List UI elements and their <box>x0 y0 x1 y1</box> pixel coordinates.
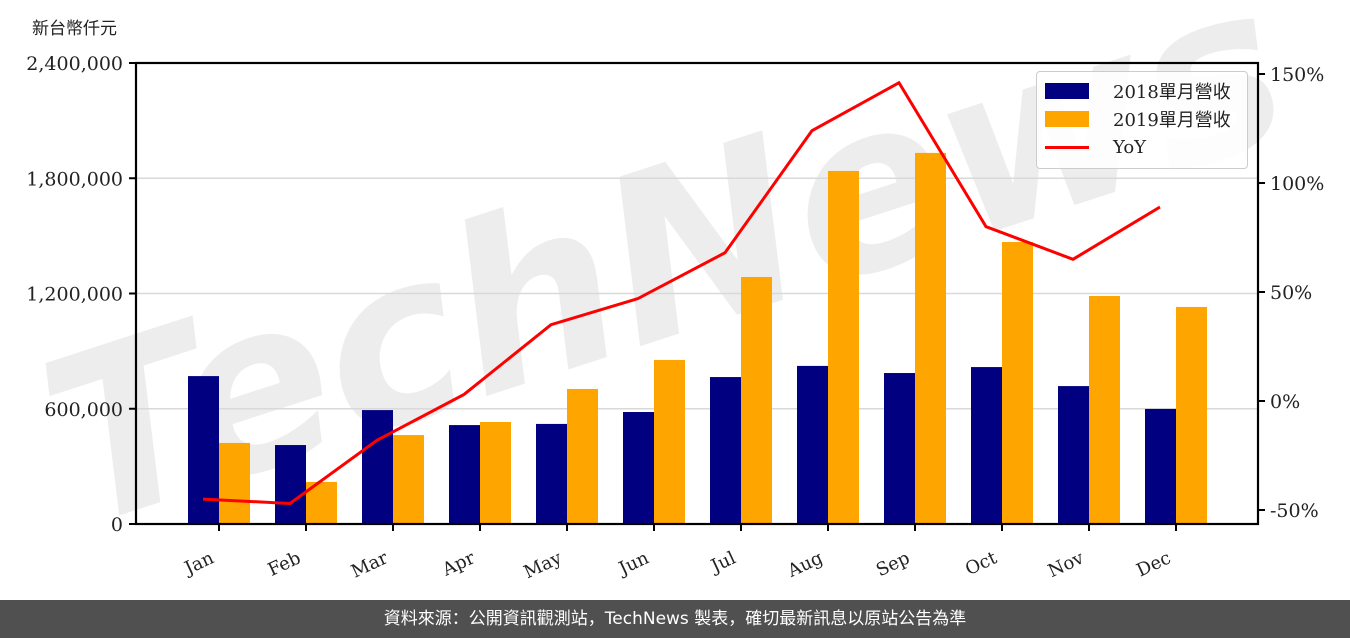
legend-label: 2019單月營收 <box>1113 110 1231 131</box>
x-tick-label: Feb <box>265 547 304 580</box>
chart-legend: 2018單月營收 2019單月營收 YoY <box>1036 71 1248 169</box>
bar-2019 <box>480 422 511 524</box>
x-tick-label: Nov <box>1045 547 1088 582</box>
x-tick-label: Apr <box>438 547 478 581</box>
y2-tick-label: -50% <box>1270 500 1319 522</box>
y-tick-label: 600,000 <box>44 399 123 421</box>
legend-item-2019: 2019單月營收 <box>1045 106 1231 132</box>
legend-item-2018: 2018單月營收 <box>1045 78 1231 104</box>
legend-label: YoY <box>1113 136 1147 158</box>
bar-2018 <box>1145 408 1176 524</box>
bar-2019 <box>393 435 424 524</box>
bar-2018 <box>1058 386 1089 524</box>
legend-item-yoy: YoY <box>1045 134 1146 160</box>
x-tick-label: Sep <box>873 547 913 581</box>
x-tick-label: Jul <box>706 547 739 577</box>
y-tick-label: 0 <box>111 514 123 536</box>
y2-tick-label: 50% <box>1270 282 1312 304</box>
bar-2018 <box>188 376 219 524</box>
x-tick-label: Aug <box>784 547 827 582</box>
yoy-line <box>202 80 1161 505</box>
bar-2018 <box>536 423 567 524</box>
bar-2018 <box>449 425 480 524</box>
x-tick-label: May <box>521 547 566 583</box>
chart-area: TechNews 0 600,000 1,200,000 1,800,000 2,400,… <box>15 0 1324 583</box>
y2-tick-label: 0% <box>1270 391 1300 413</box>
bar-2018 <box>884 373 915 524</box>
x-tick-label: Mar <box>348 547 391 582</box>
legend-line-yoy <box>1045 145 1089 149</box>
x-tick-label: Jan <box>180 547 218 580</box>
bar-2018 <box>797 365 828 524</box>
bar-2019 <box>654 359 685 524</box>
legend-swatch-2019 <box>1045 111 1089 127</box>
legend-swatch-2018 <box>1045 83 1089 99</box>
bar-2018 <box>623 412 654 524</box>
y2-tick-label: 150% <box>1270 64 1324 86</box>
bar-2018 <box>710 377 741 524</box>
legend-label: 2018單月營收 <box>1113 82 1231 103</box>
y-tick-label: 1,800,000 <box>26 168 123 190</box>
bar-2018 <box>275 445 306 524</box>
y-tick-label: 2,400,000 <box>26 53 123 75</box>
x-tick-label: Jun <box>614 547 653 580</box>
bar-2019 <box>1002 242 1033 524</box>
bar-2019 <box>1176 306 1207 524</box>
y-tick-label: 1,200,000 <box>26 284 123 306</box>
bar-2019 <box>219 442 250 524</box>
bar-2018 <box>362 410 393 524</box>
y2-tick-label: 100% <box>1270 173 1324 195</box>
bar-2019 <box>1089 295 1120 524</box>
source-footer: 資料來源：公開資訊觀測站，TechNews 製表，確切最新訊息以原站公告為準 <box>0 600 1350 638</box>
bar-2019 <box>915 152 946 524</box>
y-axis-unit-label: 新台幣仟元 <box>32 19 117 39</box>
x-tick-label: Oct <box>962 547 1001 580</box>
x-tick-label: Dec <box>1133 547 1174 581</box>
bar-2019 <box>741 276 772 524</box>
bar-2019 <box>828 170 859 524</box>
bar-2018 <box>971 367 1002 524</box>
bar-2019 <box>567 388 598 524</box>
